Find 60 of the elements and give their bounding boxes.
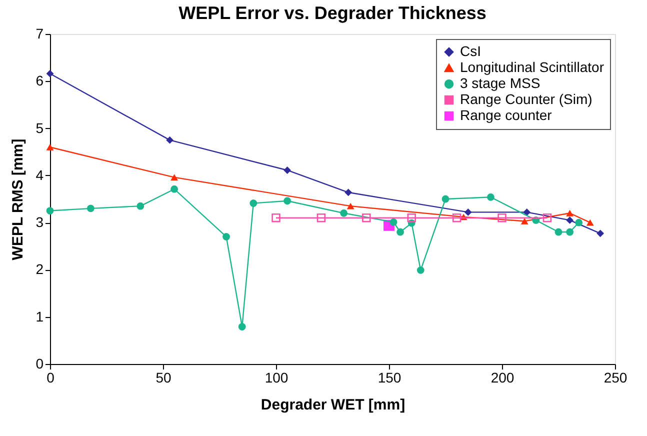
point <box>523 208 531 216</box>
x-tick-label: 0 <box>46 370 55 386</box>
point <box>416 266 424 274</box>
point <box>464 208 472 216</box>
x-tick-label: 150 <box>378 370 402 386</box>
point <box>272 214 280 222</box>
point <box>575 218 583 226</box>
point <box>586 219 594 226</box>
point <box>46 144 54 150</box>
point <box>340 209 348 217</box>
x-tick-label: 100 <box>264 370 288 386</box>
point <box>486 193 494 201</box>
point <box>566 210 574 216</box>
point <box>566 216 574 224</box>
legend-label: 3 stage MSS <box>460 75 540 91</box>
point <box>498 214 506 222</box>
x-axis-title: Degrader WET [mm] <box>260 396 406 414</box>
y-tick-label: 1 <box>36 308 44 324</box>
x-tick-label: 50 <box>156 370 172 386</box>
legend-label: Range counter <box>460 107 552 123</box>
point <box>596 230 604 238</box>
point <box>170 185 178 193</box>
y-tick-label: 4 <box>36 166 44 183</box>
point <box>542 214 552 222</box>
point <box>316 214 326 222</box>
point <box>344 188 352 196</box>
point <box>346 202 354 210</box>
point <box>170 174 178 181</box>
x-tick-label: 250 <box>604 370 628 386</box>
y-axis-title: WEPL RMS [mm] <box>10 138 27 260</box>
point <box>362 214 371 222</box>
point <box>407 214 416 222</box>
point <box>390 218 398 226</box>
legend-label: Longitudinal Scintillator <box>460 59 604 75</box>
point <box>250 200 258 207</box>
point <box>566 228 574 236</box>
y-tick-label: 2 <box>36 261 44 278</box>
point <box>166 136 174 144</box>
point <box>222 233 230 240</box>
point <box>452 214 462 222</box>
point <box>238 323 246 330</box>
point <box>442 195 450 203</box>
legend-label: Range Counter (Sim) <box>460 91 592 107</box>
point <box>284 166 292 174</box>
legend-label: CsI <box>460 43 481 59</box>
point <box>520 218 528 224</box>
point <box>46 70 54 78</box>
point <box>46 207 54 214</box>
y-tick-label: 6 <box>36 72 44 89</box>
point <box>86 204 94 212</box>
point <box>396 228 404 236</box>
point <box>554 228 562 236</box>
y-tick-label: 5 <box>36 120 44 136</box>
point <box>284 197 292 205</box>
y-tick-label: 0 <box>36 356 44 372</box>
chart-title: WEPL Error vs. Degrader Thickness <box>178 3 486 23</box>
y-tick-label: 7 <box>36 26 44 42</box>
y-tick-label: 3 <box>36 214 44 230</box>
x-tick-label: 200 <box>490 370 514 386</box>
point <box>136 202 144 210</box>
